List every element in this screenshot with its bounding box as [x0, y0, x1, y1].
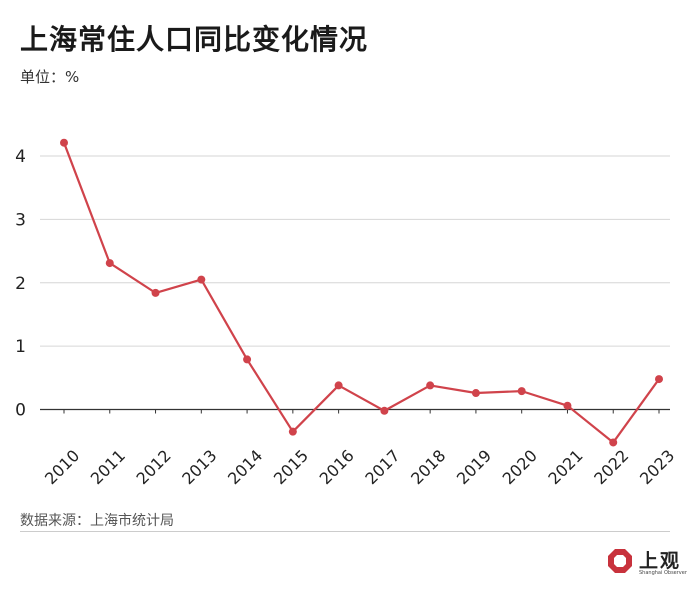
data-point	[197, 275, 206, 284]
x-tick-label: 2018	[407, 446, 449, 488]
brand-subtitle: Shanghai Observer	[639, 570, 687, 576]
x-tick-label: 2016	[316, 446, 358, 488]
y-tick-label: 0	[15, 401, 26, 421]
data-point	[609, 438, 618, 447]
data-point	[288, 427, 297, 436]
x-tick-label: 2013	[178, 446, 220, 488]
series-line	[62, 142, 660, 444]
x-tick-label: 2021	[544, 446, 586, 488]
unit-label: 单位：%	[20, 68, 80, 86]
x-tick-label: 2012	[133, 446, 175, 488]
x-tick-label: 2022	[590, 446, 632, 488]
x-tick-label: 2017	[361, 446, 403, 488]
x-tick-label: 2011	[87, 446, 129, 488]
brand-name: 上观	[639, 550, 682, 572]
data-point	[563, 401, 572, 410]
data-point	[471, 389, 480, 398]
data-source: 数据来源：上海市统计局	[20, 513, 174, 529]
data-point	[105, 259, 114, 268]
x-tick-label: 2015	[270, 446, 312, 488]
x-tick-label: 2020	[499, 446, 541, 488]
brand-mark-icon	[608, 549, 632, 573]
y-tick-label: 1	[15, 337, 26, 357]
y-tick-label: 4	[15, 147, 26, 167]
data-point	[426, 381, 435, 390]
brand-logo: 上观 Shanghai Observer	[607, 546, 687, 580]
y-tick-label: 2	[15, 274, 26, 294]
data-point	[243, 355, 252, 364]
x-tick-label: 2010	[41, 446, 83, 488]
data-point	[655, 375, 663, 384]
y-tick-label: 3	[15, 210, 26, 230]
data-point	[517, 387, 526, 396]
x-tick-label: 2023	[636, 446, 678, 488]
data-point	[151, 288, 160, 297]
data-point	[334, 381, 343, 390]
data-point	[380, 406, 389, 415]
x-tick-label: 2019	[453, 446, 495, 488]
chart-title: 上海常住人口同比变化情况	[20, 23, 369, 56]
data-point	[60, 138, 68, 147]
footer-divider	[20, 531, 670, 532]
x-tick-label: 2014	[224, 446, 266, 488]
